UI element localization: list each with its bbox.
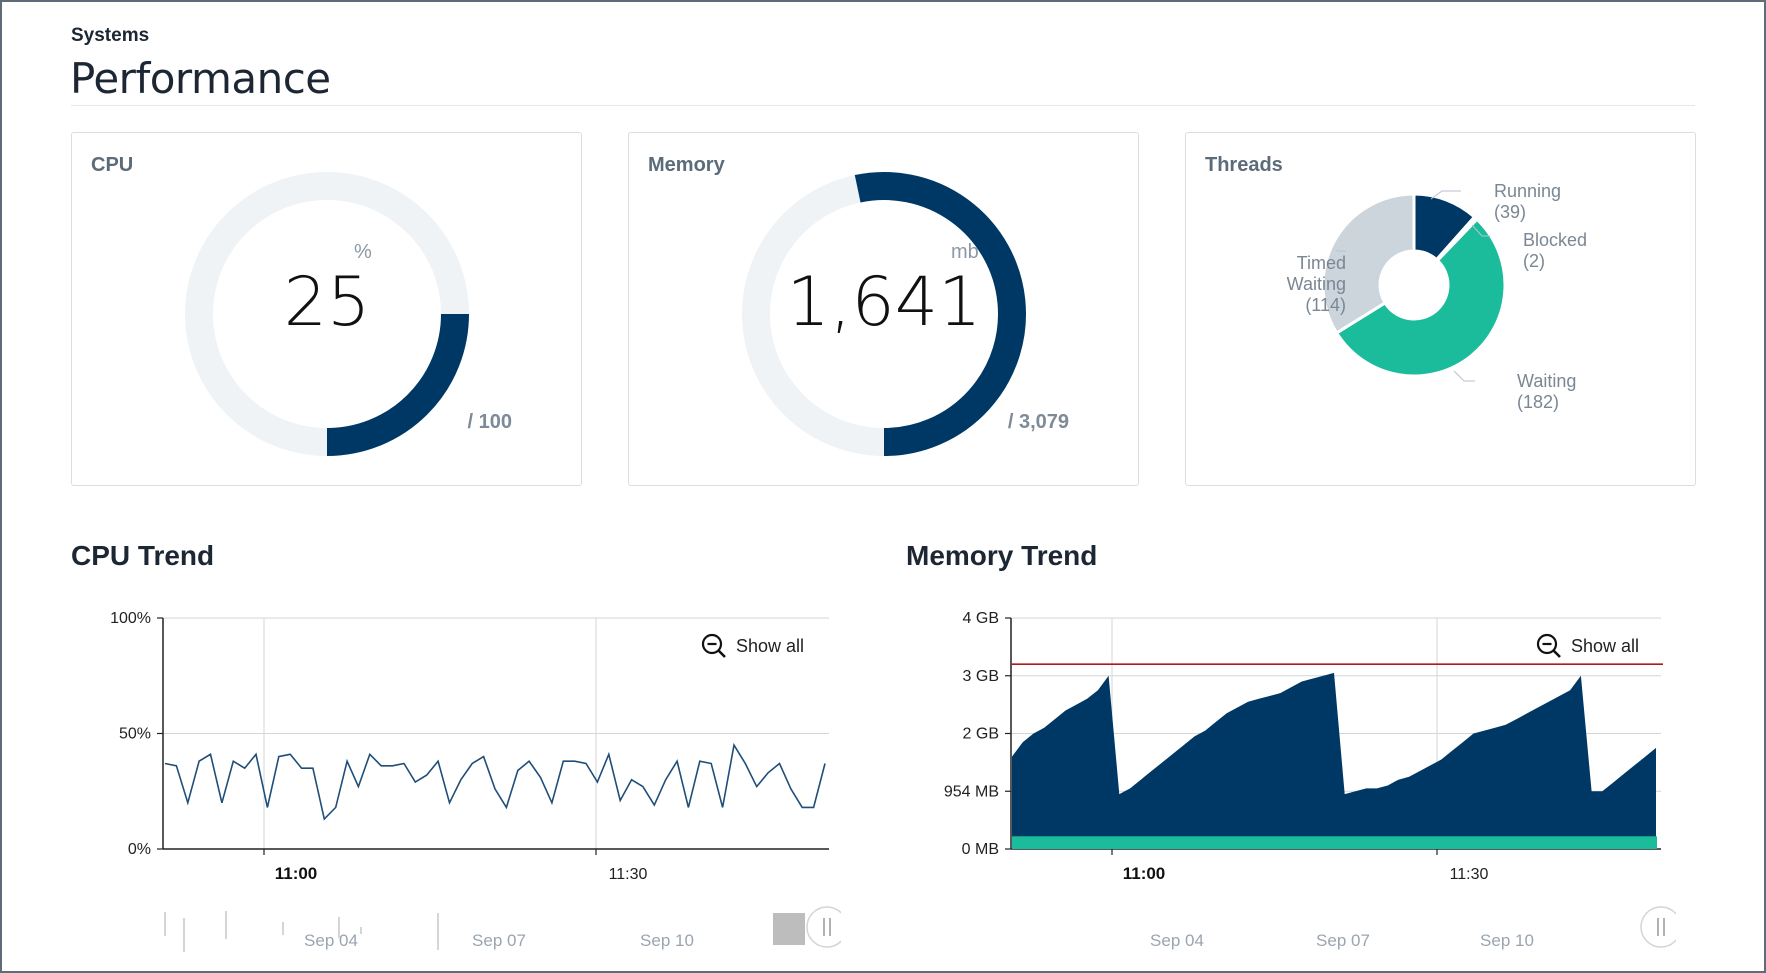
memory-chart-y-tick-label: 4 GB: [963, 610, 999, 627]
cpu-navigator-date: Sep 04: [304, 931, 358, 950]
zoom-out-icon: [701, 633, 726, 658]
cpu-navigator-date: Sep 10: [640, 931, 694, 950]
cpu-trend-line: [164, 742, 826, 821]
memory-card-title: Memory: [648, 154, 725, 176]
cpu-card-title: CPU: [91, 154, 134, 176]
cpu-chart-x-tick-label: 11:30: [609, 866, 648, 883]
memory-used-area: [1012, 672, 1656, 849]
memory-trend-title: Memory Trend: [906, 540, 1098, 571]
cpu-chart-y-tick-label: 50%: [119, 726, 151, 743]
memory-chart-y-tick-label: 2 GB: [963, 726, 999, 743]
cpu-chart-y-tick-label: 0%: [128, 841, 151, 858]
memory-baseline-area: [1012, 836, 1657, 849]
cpu-trend-chart: 100% 50% 0% 11:00 11:30 Sep 04 Sep 07 Sep 10: [110, 610, 841, 952]
memory-card: Memory 1,641 mb / 3,079: [628, 132, 1139, 486]
cpu-show-all-button[interactable]: Show all: [700, 632, 804, 660]
page-title: Performance: [70, 54, 331, 103]
leader-waiting: [1453, 370, 1475, 382]
threads-card: Threads Running (39) Blocked (2) Waiting…: [1185, 132, 1696, 486]
thread-label-waiting: Waiting (182): [1517, 371, 1577, 412]
title-divider: [71, 105, 1695, 106]
memory-navigator-handle[interactable]: [1640, 906, 1676, 948]
memory-chart-x-tick-label: 11:30: [1450, 866, 1489, 883]
memory-max: / 3,079: [1007, 411, 1069, 433]
memory-gauge-arc: [854, 172, 1026, 456]
memory-gauge: [742, 172, 1026, 456]
memory-chart-y-tick-label: 3 GB: [963, 668, 999, 685]
threads-donut: [1321, 190, 1507, 382]
cpu-trend-title: CPU Trend: [71, 540, 215, 571]
breadcrumb[interactable]: Systems: [71, 25, 150, 46]
memory-chart-y-tick-label: 0 MB: [962, 841, 999, 858]
cpu-show-all-label: Show all: [736, 635, 805, 656]
leader-running: [1430, 190, 1461, 200]
memory-navigator-date: Sep 07: [1316, 931, 1370, 950]
memory-value: 1,641: [786, 263, 982, 342]
cpu-navigator-series: [164, 911, 439, 952]
cpu-gauge: [185, 172, 469, 456]
cpu-gauge-arc: [326, 313, 469, 456]
cpu-navigator-dense-block: [773, 913, 805, 945]
cpu-navigator-handle[interactable]: [806, 906, 841, 948]
cpu-chart-y-tick-label: 100%: [110, 610, 151, 627]
memory-chart-x-tick-label: 11:00: [1123, 864, 1166, 883]
thread-slice-timed-waiting: [1321, 192, 1416, 335]
thread-label-running: Running (39): [1494, 181, 1562, 222]
memory-navigator-date: Sep 10: [1480, 931, 1534, 950]
memory-trend-chart: 4 GB 3 GB 2 GB 954 MB 0 MB 11:00 11:30 Sep 04 Se…: [944, 610, 1676, 950]
cpu-max: / 100: [467, 411, 512, 433]
cpu-card: CPU 25 % / 100: [71, 132, 582, 486]
memory-chart-y-tick-label: 954 MB: [944, 783, 999, 800]
cpu-unit: %: [354, 241, 372, 263]
memory-navigator-date: Sep 04: [1150, 931, 1204, 950]
memory-show-all-button[interactable]: Show all: [1535, 632, 1639, 660]
memory-unit: mb: [951, 241, 979, 263]
thread-label-timed-waiting: Timed Waiting (114): [1286, 253, 1346, 315]
thread-slice-waiting: [1334, 217, 1507, 378]
cpu-value: 25: [283, 263, 371, 342]
cpu-navigator-date: Sep 07: [472, 931, 526, 950]
leader-blocked: [1471, 224, 1490, 237]
threads-card-title: Threads: [1205, 154, 1283, 176]
zoom-out-icon: [1536, 633, 1561, 658]
cpu-chart-x-tick-label: 11:00: [275, 864, 318, 883]
thread-label-blocked: Blocked (2): [1523, 230, 1588, 271]
memory-show-all-label: Show all: [1571, 635, 1640, 656]
